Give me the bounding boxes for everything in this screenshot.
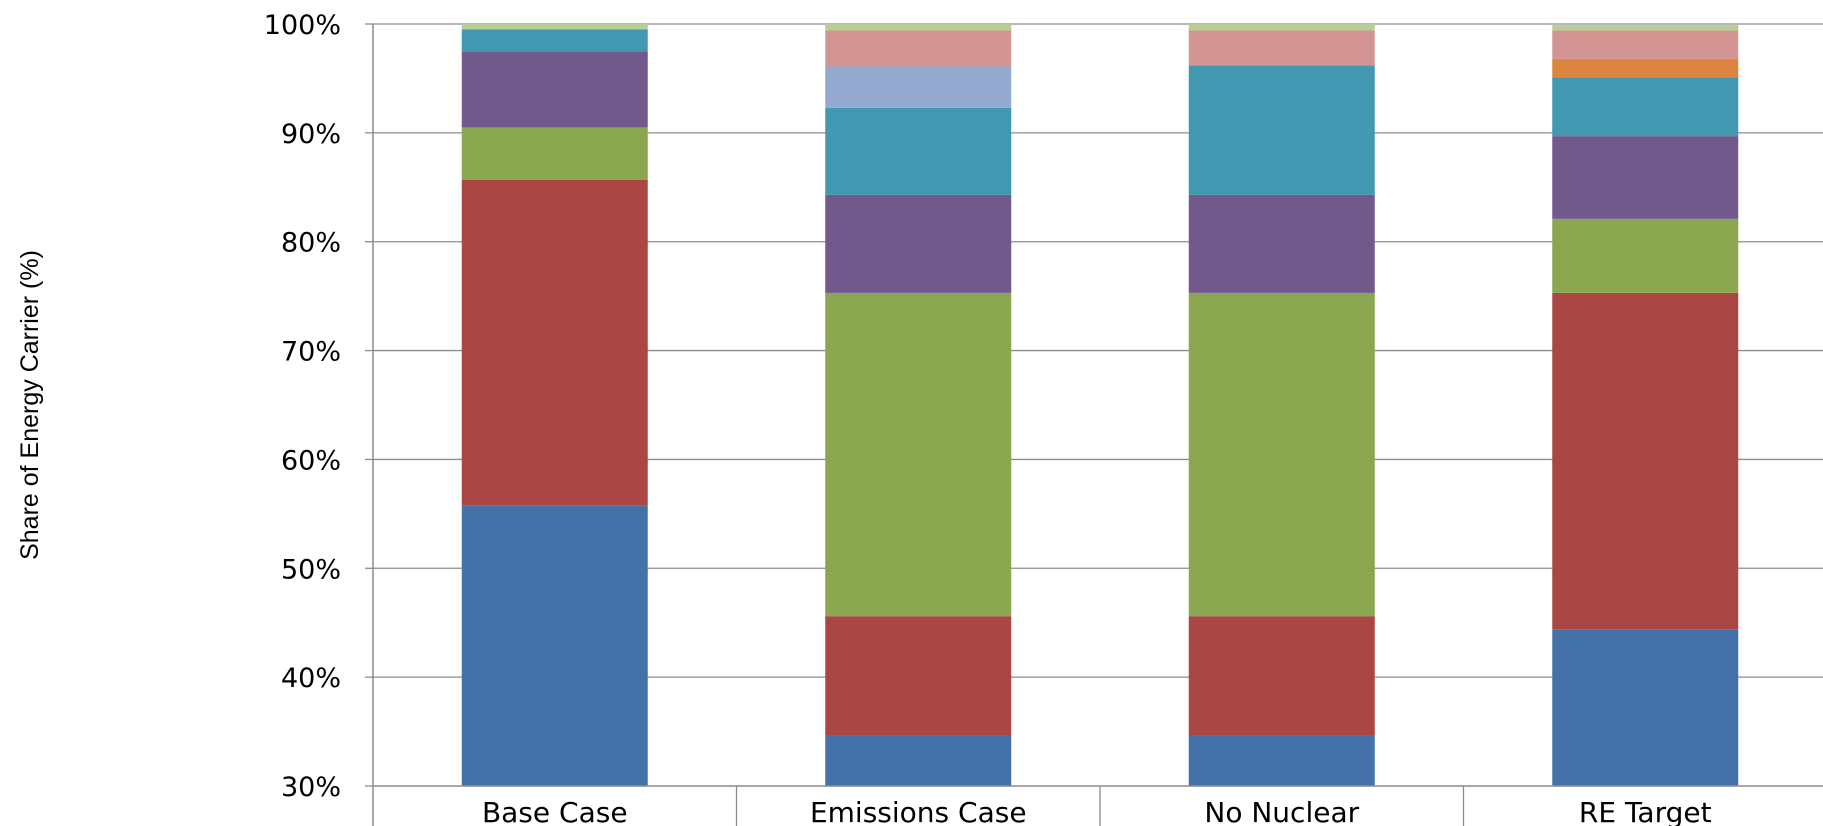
bar-stack xyxy=(461,24,648,786)
bar-segment xyxy=(825,30,1012,67)
y-tick-label: 30% xyxy=(281,772,341,803)
bar-segment xyxy=(1552,30,1739,59)
bar-segment xyxy=(1188,292,1375,617)
bar-segment xyxy=(461,24,648,30)
y-tick-labels: 30% 40% 50% 60% 70% 80% 90% 100% xyxy=(264,10,341,803)
y-tick-label: 60% xyxy=(281,445,341,476)
bar-segment xyxy=(1188,735,1375,786)
y-tick-label: 50% xyxy=(281,554,341,585)
y-tick-label: 80% xyxy=(281,228,341,259)
bar-segment xyxy=(1552,25,1739,31)
bar-stack xyxy=(1188,24,1375,786)
x-category-label: No Nuclear xyxy=(1204,796,1359,826)
bar-segment xyxy=(825,194,1012,293)
bar-segment xyxy=(461,127,648,180)
bar-segment xyxy=(825,292,1012,617)
bar-segment xyxy=(1552,292,1739,630)
bar-segment xyxy=(1552,77,1739,137)
bar-segment xyxy=(825,24,1012,31)
bar-segment xyxy=(825,107,1012,195)
x-category-label: Emissions Case xyxy=(810,796,1027,826)
x-category-labels: Base Case Emissions Case No Nuclear RE Targ… xyxy=(482,796,1712,826)
bar-segment xyxy=(1188,616,1375,736)
bar-segment xyxy=(461,179,648,506)
bar-segment xyxy=(461,505,648,786)
y-tick-label: 70% xyxy=(281,337,341,368)
bar-segment xyxy=(461,51,648,128)
x-category-label: RE Target xyxy=(1579,796,1712,826)
bar-segment xyxy=(1552,136,1739,219)
bar-segment xyxy=(461,29,648,52)
bar-segment xyxy=(1188,65,1375,195)
bar-stacks xyxy=(461,24,1739,786)
bar-segment xyxy=(1188,30,1375,66)
bar-segment xyxy=(1188,194,1375,293)
y-tick-label: 90% xyxy=(281,119,341,150)
bar-segment xyxy=(825,66,1012,108)
bar-segment xyxy=(825,616,1012,736)
bar-segment xyxy=(1552,218,1739,293)
bar-stack xyxy=(1552,25,1739,786)
x-category-label: Base Case xyxy=(482,796,628,826)
bar-segment xyxy=(1552,58,1739,78)
axes xyxy=(365,23,1823,826)
bar-segment xyxy=(1552,629,1739,786)
y-tick-label: 40% xyxy=(281,663,341,694)
bar-segment xyxy=(1188,24,1375,31)
y-axis-title: Share of Energy Carrier (%) xyxy=(16,250,44,560)
y-tick-label: 100% xyxy=(264,10,341,41)
bar-stack xyxy=(825,24,1012,786)
bar-segment xyxy=(825,735,1012,786)
